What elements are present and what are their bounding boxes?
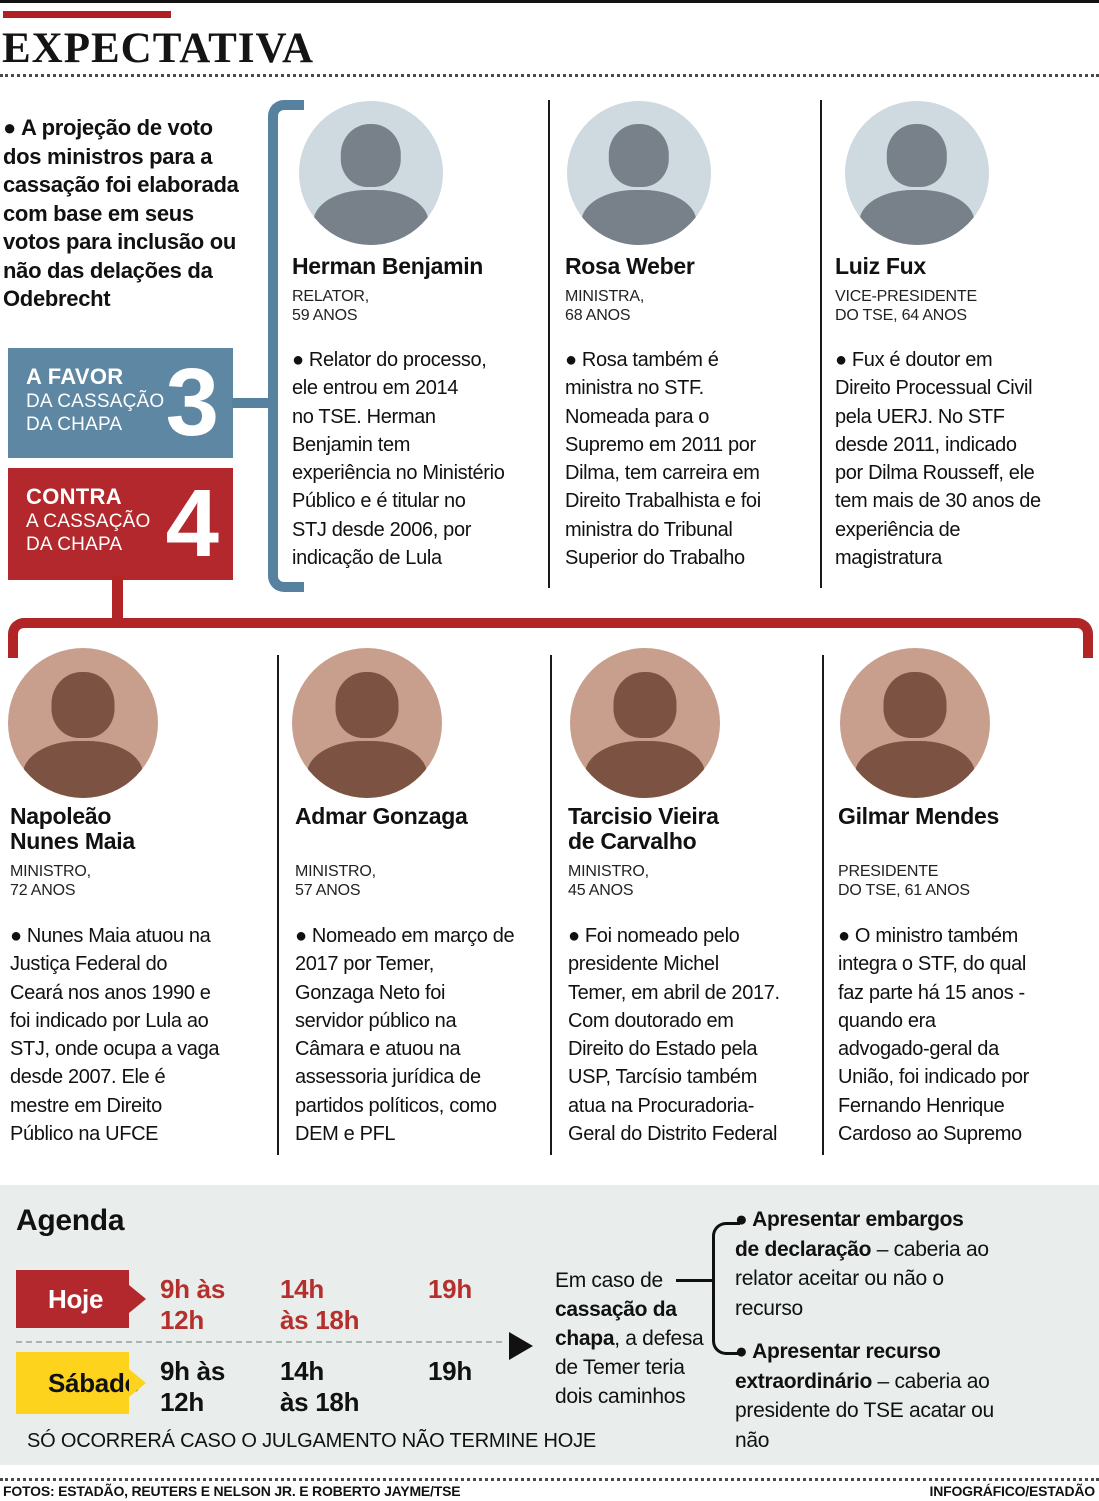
minister-bio: ● Fux é doutor em Direito Processual Civ…	[835, 349, 1041, 570]
minister-role: MINISTRO, 72 ANOS	[10, 863, 91, 899]
minister-role: MINISTRA, 68 ANOS	[565, 288, 645, 324]
portrait-photo	[8, 648, 158, 798]
column-divider	[822, 655, 824, 1155]
minister-role: PRESIDENTE DO TSE, 61 ANOS	[838, 863, 970, 899]
tally-contra-count: 4	[165, 470, 219, 577]
minister-role: MINISTRO, 57 ANOS	[295, 863, 376, 899]
minister-name: Napoleão Nunes Maia	[10, 803, 135, 854]
portrait-photo	[840, 648, 990, 798]
silhouette-torso	[581, 190, 697, 245]
favor-group-bracket	[268, 100, 304, 592]
case-split-bracket	[712, 1222, 740, 1355]
time-slot: 9h às 12h	[160, 1274, 225, 1335]
silhouette-head	[886, 124, 948, 188]
minister-bio: ● Nomeado em março de 2017 por Temer, Go…	[295, 925, 515, 1146]
tally-contra-box: CONTRA A CASSAÇÃO DA CHAPA 4	[8, 468, 233, 580]
timeline-dashed-line	[16, 1341, 502, 1343]
option-rest: – caberia ao relator aceitar ou não o re…	[735, 1237, 989, 1320]
silhouette-head	[608, 124, 670, 188]
minister-bio: ● Foi nomeado pelo presidente Michel Tem…	[568, 925, 780, 1146]
silhouette-torso	[859, 190, 975, 245]
contra-group-bracket	[8, 618, 1093, 658]
arrow-right-icon	[129, 1285, 146, 1313]
silhouette-torso	[23, 741, 143, 798]
portrait-photo	[299, 101, 443, 245]
tally-favor-count: 3	[165, 349, 219, 456]
arrow-right-icon	[129, 1369, 146, 1397]
dotted-separator-bottom	[0, 1478, 1099, 1481]
column-divider	[548, 100, 550, 588]
day-badge-hoje: Hoje	[16, 1270, 129, 1328]
case-text: Em caso de cassação da chapa, a defesa d…	[555, 1266, 707, 1411]
minister-bio: ● Rosa também é ministra no STF. Nomeada…	[565, 349, 761, 570]
dotted-separator-top	[0, 74, 1099, 77]
time-slot: 19h	[428, 1274, 472, 1304]
minister-name: Rosa Weber	[565, 253, 695, 279]
portrait-photo	[292, 648, 442, 798]
time-slot: 14h às 18h	[280, 1274, 360, 1335]
time-slot: 14h às 18h	[280, 1356, 360, 1417]
silhouette-head	[335, 672, 399, 738]
case-text-post: , a defesa de Temer teria dois caminhos	[555, 1327, 704, 1408]
silhouette-head	[613, 672, 677, 738]
silhouette-torso	[855, 741, 975, 798]
minister-role: RELATOR, 59 ANOS	[292, 288, 369, 324]
play-arrow-icon	[509, 1332, 533, 1360]
minister-bio: ● Relator do processo, ele entrou em 201…	[292, 349, 505, 570]
agenda-section	[0, 1185, 1099, 1465]
portrait-photo	[845, 101, 989, 245]
agenda-note: SÓ OCORRERÁ CASO O JULGAMENTO NÃO TERMIN…	[27, 1430, 597, 1452]
photo-credits: FOTOS: ESTADÃO, REUTERS E NELSON JR. E R…	[3, 1483, 461, 1499]
option-item: ● Apresentar embargos de declaração – ca…	[735, 1205, 1001, 1323]
day-badge-sabado: Sábado	[16, 1352, 140, 1414]
page-title: EXPECTATIVA	[2, 25, 315, 72]
minister-role: MINISTRO, 45 ANOS	[568, 863, 649, 899]
tally-contra-line3: DA CHAPA	[26, 534, 123, 555]
silhouette-torso	[585, 741, 705, 798]
minister-name: Tarcisio Vieira de Carvalho	[568, 803, 719, 854]
minister-bio: ● Nunes Maia atuou na Justiça Federal do…	[10, 925, 220, 1146]
favor-connector-stub	[232, 398, 270, 408]
minister-name: Herman Benjamin	[292, 253, 484, 279]
tally-favor-line3: DA CHAPA	[26, 414, 123, 435]
intro-text: ● A projeção de voto dos ministros para …	[3, 115, 239, 311]
case-connector-line	[676, 1279, 714, 1282]
brand-red-bar	[3, 11, 171, 18]
column-divider	[820, 100, 822, 588]
tally-favor-box: A FAVOR DA CASSAÇÃO DA CHAPA 3	[8, 348, 233, 458]
silhouette-head	[51, 672, 115, 738]
option-rest: – caberia ao presidente do TSE acatar ou…	[735, 1369, 994, 1452]
option-item: ● Apresentar recurso extraordinário – ca…	[735, 1337, 1001, 1455]
time-slot: 9h às 12h	[160, 1356, 225, 1417]
minister-name: Gilmar Mendes	[838, 803, 999, 829]
minister-bio: ● O ministro também integra o STF, do qu…	[838, 925, 1029, 1146]
case-text-bold: cassação da chapa	[555, 1298, 677, 1350]
tally-contra-title: CONTRA	[26, 484, 122, 509]
silhouette-torso	[313, 190, 429, 245]
portrait-photo	[570, 648, 720, 798]
time-slot: 19h	[428, 1356, 472, 1386]
option-bold: ● Apresentar embargos de declaração	[735, 1208, 964, 1261]
infographic-credit: INFOGRÁFICO/ESTADÃO	[929, 1483, 1096, 1499]
tally-contra-line2: A CASSAÇÃO	[26, 511, 151, 532]
portrait-photo	[567, 101, 711, 245]
minister-role: VICE-PRESIDENTE DO TSE, 64 ANOS	[835, 288, 977, 324]
minister-name: Admar Gonzaga	[295, 803, 468, 829]
tally-favor-title: A FAVOR	[26, 364, 124, 389]
silhouette-head	[340, 124, 402, 188]
column-divider	[550, 655, 552, 1155]
contra-connector-stub	[112, 576, 123, 622]
column-divider	[277, 655, 279, 1155]
top-rule	[0, 0, 1099, 3]
option-bold: ● Apresentar recurso extraordinário	[735, 1340, 941, 1393]
silhouette-head	[883, 672, 947, 738]
minister-name: Luiz Fux	[835, 253, 926, 279]
tally-favor-line2: DA CASSAÇÃO	[26, 391, 165, 412]
silhouette-torso	[307, 741, 427, 798]
case-text-pre: Em caso de	[555, 1269, 663, 1292]
agenda-title: Agenda	[16, 1204, 125, 1237]
